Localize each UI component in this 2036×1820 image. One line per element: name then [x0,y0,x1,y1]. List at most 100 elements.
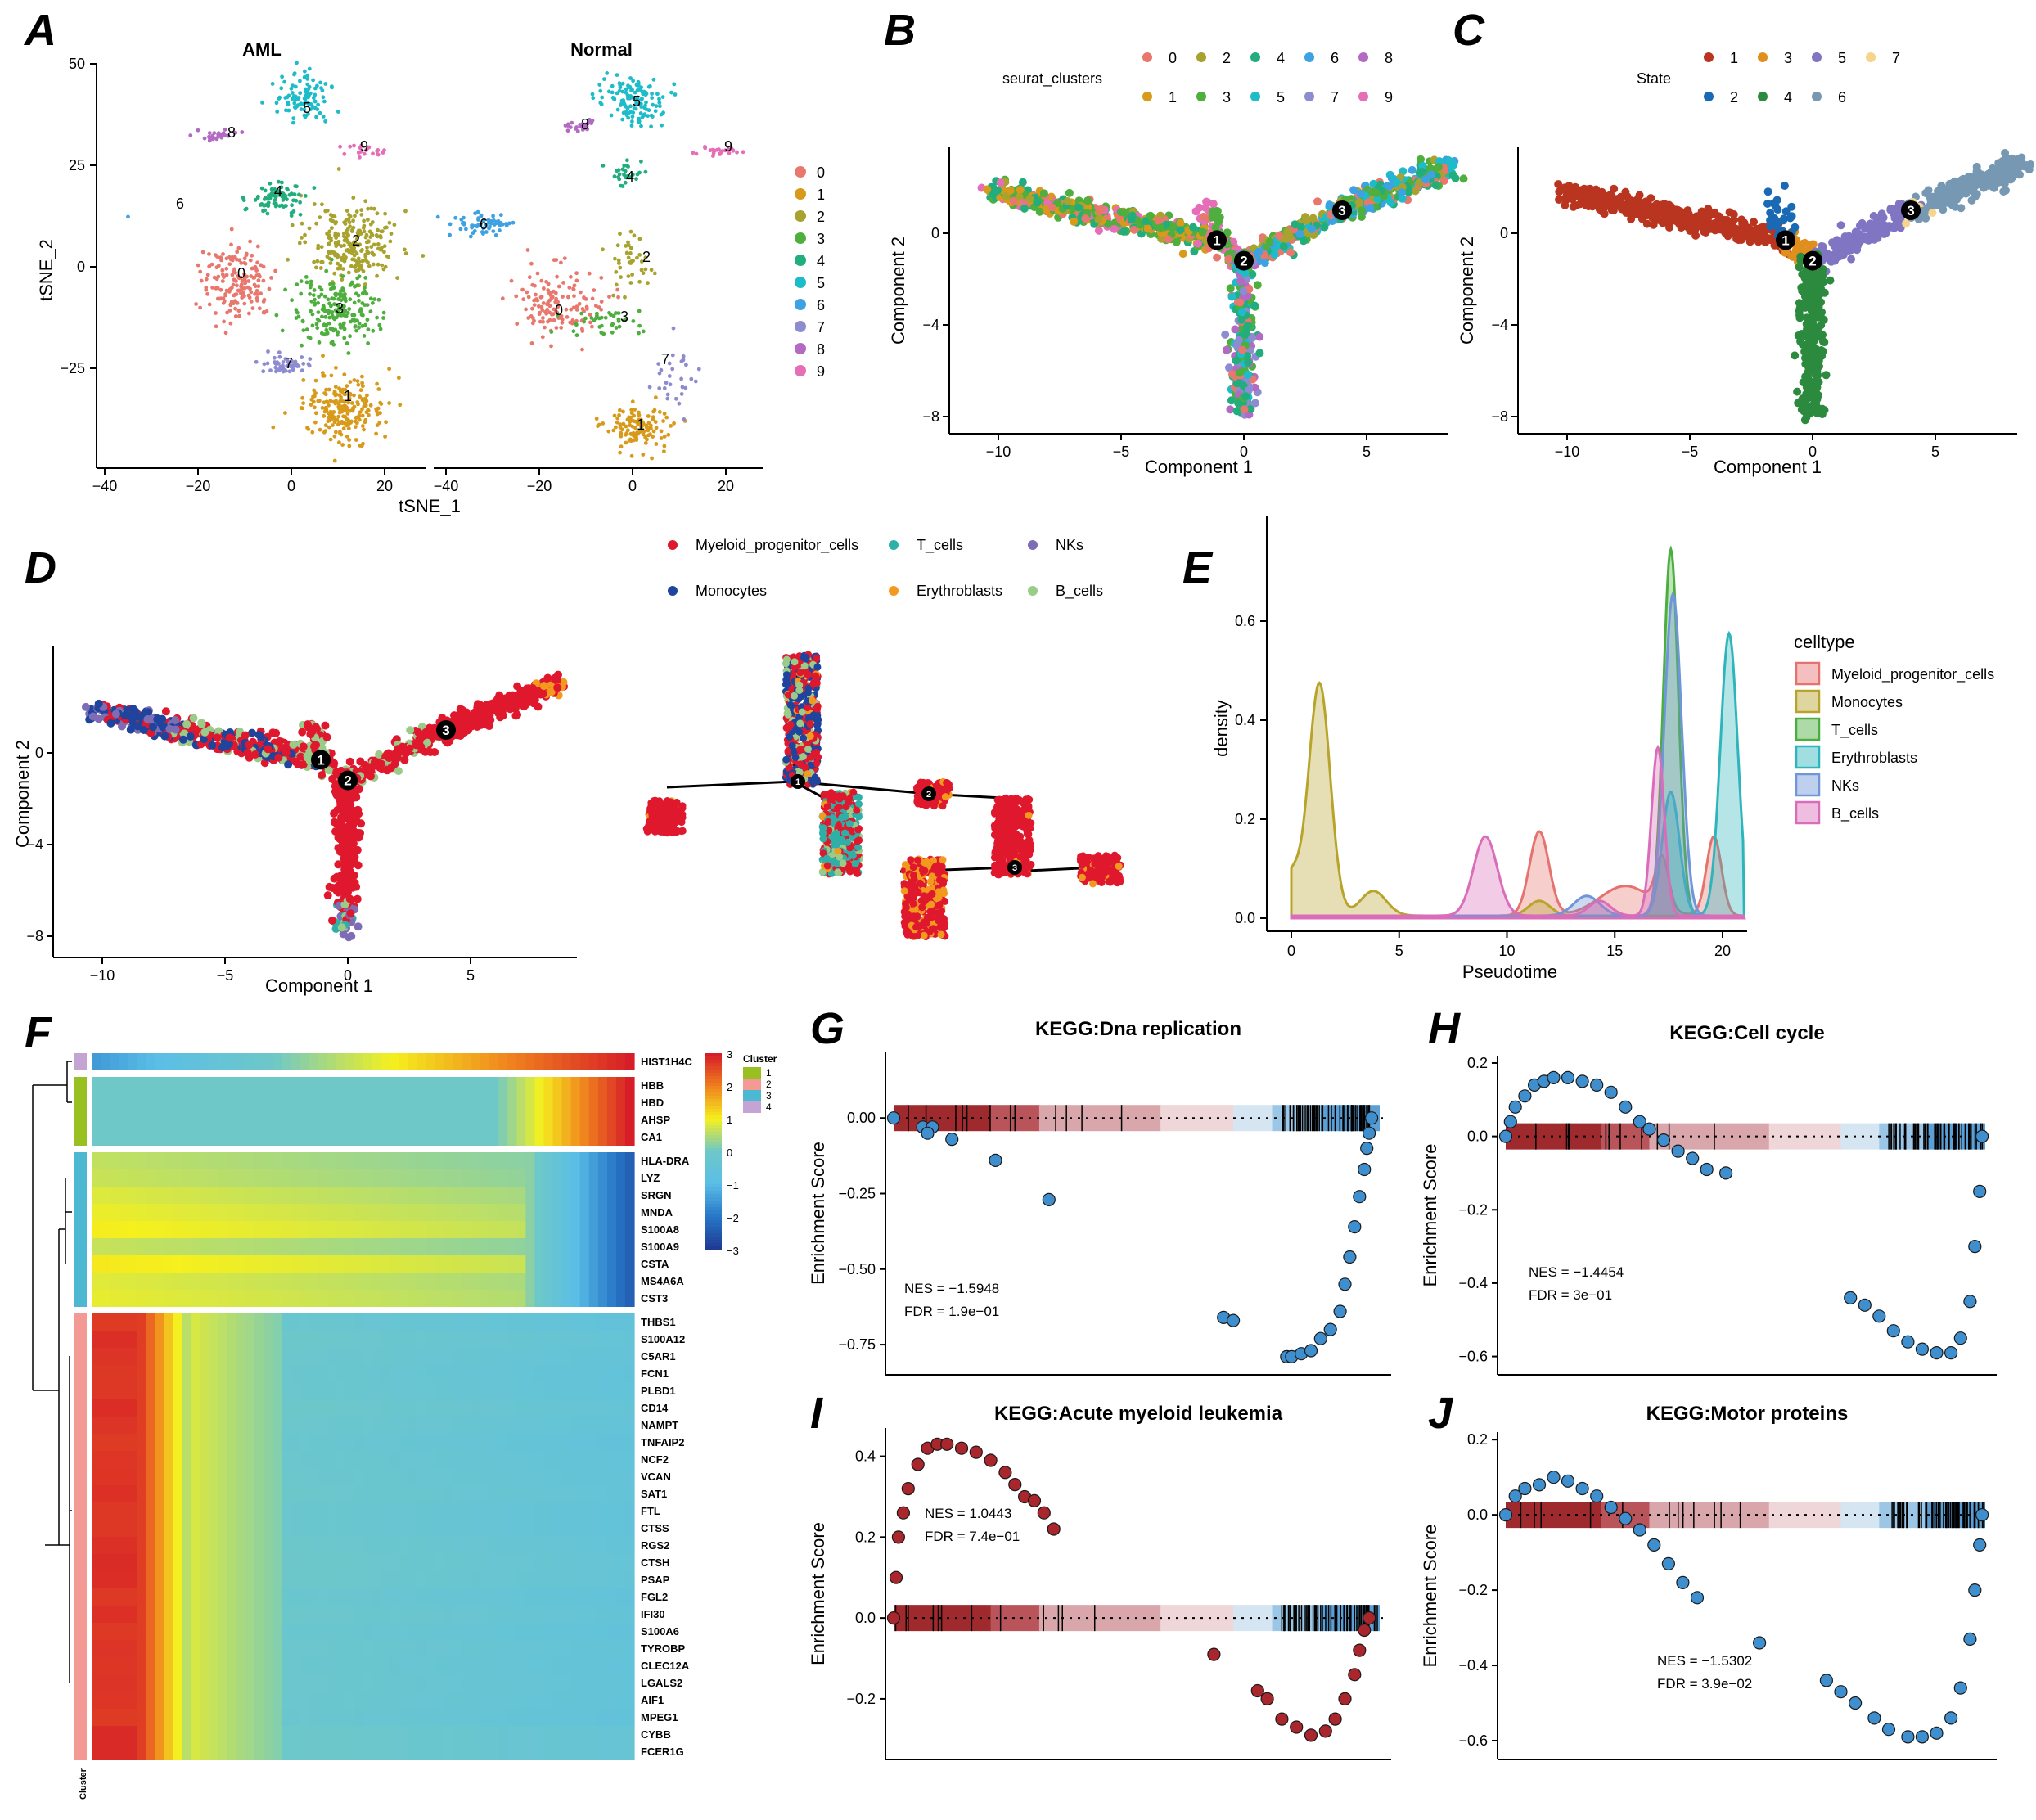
cell-point [1299,237,1308,246]
cell-point [1867,229,1875,238]
tsne-point [342,151,347,156]
tsne-point [228,321,233,326]
tsne-point [633,408,637,412]
tsne-point [290,91,295,95]
tsne-point [359,208,364,213]
cell-point [1239,286,1248,295]
tsne-point [348,334,352,339]
cell-point [1998,169,2007,178]
cell-point [213,733,222,742]
tsne-point [646,414,651,418]
tsne-point [491,214,495,218]
tsne-point [641,271,646,276]
cell-point [1156,223,1165,232]
tsne-point [309,107,313,112]
tsne-point [607,310,611,315]
tsne-point [283,411,287,415]
tsne-point [255,244,260,249]
cell-point [1164,235,1173,244]
tsne-point [336,254,341,259]
legend-label: 2 [817,209,825,225]
tsne-point [205,273,210,277]
tsne-point [340,443,345,447]
tsne-point [315,326,320,331]
tsne-point [300,395,304,400]
cell-point [1286,232,1294,241]
tsne-point [395,276,399,280]
tsne-point [348,144,353,149]
cell-point [139,726,148,734]
cell-point [179,735,187,744]
tsne-point [298,79,302,83]
tsne-point [249,274,254,278]
tsne-point [635,255,639,260]
tsne-point [453,215,457,220]
cell-point [241,731,250,740]
y-tick-label: −8 [1491,408,1508,425]
branch-node-label: 3 [1907,203,1914,218]
tsne-point [222,319,226,324]
tsne-point [372,297,377,301]
tsne-point [221,296,226,301]
tsne-point [554,296,558,301]
cell-point [1286,248,1295,257]
tsne-point [321,115,326,119]
tsne-point [611,428,616,433]
tsne-point [212,131,217,136]
tsne-point [590,92,595,97]
tsne-point [363,255,368,259]
cluster-label-aml: 7 [285,355,293,372]
tsne-point [371,151,375,156]
cell-point [1154,216,1163,225]
tsne-point [337,440,341,444]
cell-point [289,740,298,749]
cell-point [1006,186,1015,195]
legend-swatch [889,540,899,550]
tsne-point [403,247,407,252]
tsne-point [199,278,204,283]
tsne-point [541,301,546,305]
tsne-point [615,169,619,173]
tsne-point [403,209,408,214]
tsne-point [300,236,304,240]
legend-label: 9 [1385,89,1393,106]
tsne-point [259,291,263,295]
tsne-point [607,295,611,299]
cell-point [1930,199,1939,207]
tsne-point [336,422,340,426]
tsne-point [221,300,226,305]
tsne-point [299,279,304,283]
tsne-point [346,351,351,355]
tsne-point [620,81,625,86]
tsne-point [290,298,294,303]
tsne-point [345,435,349,439]
tsne-point [277,204,282,209]
tsne-point [312,202,317,206]
tsne-point [637,88,642,92]
tsne-point [339,313,344,318]
tsne-point [307,226,312,231]
tsne-point [583,316,588,321]
tsne-point [340,277,345,282]
tsne-point [333,385,338,390]
tsne-point [306,362,311,367]
facet-aml-label: AML [242,39,282,60]
tsne-point [287,369,292,374]
tsne-point [331,410,336,414]
cell-point [1238,308,1246,317]
tsne-point [629,124,634,128]
tsne-point [261,300,266,304]
tsne-point [313,405,317,410]
tsne-point [345,341,349,345]
tsne-point [293,184,298,188]
cell-point [1083,196,1092,205]
cell-point [996,178,1005,187]
tsne-point [656,362,661,366]
tsne-point [323,119,327,124]
cell-point [1176,226,1185,235]
cell-point [1946,187,1954,196]
tsne-point [356,256,361,261]
tsne-point [347,396,352,401]
cell-point [2002,186,2010,195]
tsne-point [342,313,347,318]
